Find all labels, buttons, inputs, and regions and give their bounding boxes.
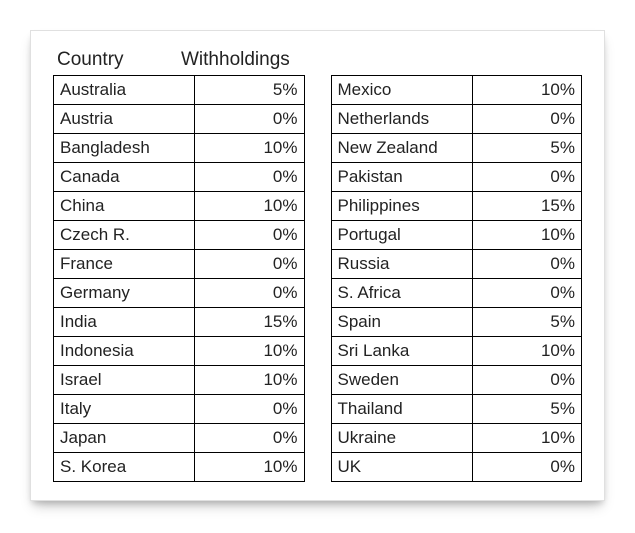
withholding-cell: 15% (472, 192, 581, 221)
withholding-cell: 0% (195, 221, 304, 250)
withholdings-card: Country Withholdings Australia5%Austria0… (30, 30, 605, 501)
table-row: UK0% (331, 453, 582, 482)
table-row: Mexico10% (331, 76, 582, 105)
country-cell: Mexico (331, 76, 472, 105)
country-cell: Bangladesh (54, 134, 195, 163)
table-row: Canada0% (54, 163, 305, 192)
withholding-cell: 10% (472, 337, 581, 366)
table-row: Germany0% (54, 279, 305, 308)
table-row: Thailand5% (331, 395, 582, 424)
withholding-cell: 0% (195, 279, 304, 308)
country-cell: Netherlands (331, 105, 472, 134)
country-cell: Austria (54, 105, 195, 134)
withholding-cell: 0% (195, 250, 304, 279)
country-cell: UK (331, 453, 472, 482)
table-row: Bangladesh10% (54, 134, 305, 163)
withholding-cell: 5% (472, 308, 581, 337)
withholding-cell: 5% (472, 134, 581, 163)
withholding-cell: 5% (195, 76, 304, 105)
table-row: India15% (54, 308, 305, 337)
table-row: Netherlands0% (331, 105, 582, 134)
table-row: Austria0% (54, 105, 305, 134)
withholding-cell: 0% (472, 250, 581, 279)
table-row: Indonesia10% (54, 337, 305, 366)
withholding-cell: 10% (472, 76, 581, 105)
country-cell: Ukraine (331, 424, 472, 453)
country-cell: Portugal (331, 221, 472, 250)
withholding-cell: 0% (195, 424, 304, 453)
withholding-cell: 10% (195, 366, 304, 395)
withholding-cell: 5% (472, 395, 581, 424)
country-cell: Germany (54, 279, 195, 308)
withholding-cell: 10% (472, 424, 581, 453)
withholding-cell: 10% (195, 192, 304, 221)
country-cell: Indonesia (54, 337, 195, 366)
withholdings-table-left: Australia5%Austria0%Bangladesh10%Canada0… (53, 75, 305, 482)
withholding-cell: 0% (472, 163, 581, 192)
table-row: Russia0% (331, 250, 582, 279)
country-cell: New Zealand (331, 134, 472, 163)
header-withholdings: Withholdings (181, 49, 290, 71)
withholding-cell: 0% (472, 366, 581, 395)
withholding-cell: 10% (195, 134, 304, 163)
table-row: Pakistan0% (331, 163, 582, 192)
country-cell: China (54, 192, 195, 221)
withholdings-table-right: Mexico10%Netherlands0%New Zealand5%Pakis… (331, 75, 583, 482)
country-cell: Sweden (331, 366, 472, 395)
table-row: Czech R.0% (54, 221, 305, 250)
table-row: Portugal10% (331, 221, 582, 250)
country-cell: Spain (331, 308, 472, 337)
country-cell: Czech R. (54, 221, 195, 250)
country-cell: Australia (54, 76, 195, 105)
withholding-cell: 10% (195, 453, 304, 482)
withholding-cell: 0% (472, 105, 581, 134)
table-row: France0% (54, 250, 305, 279)
table-row: Sweden0% (331, 366, 582, 395)
country-cell: Russia (331, 250, 472, 279)
table-row: S. Africa0% (331, 279, 582, 308)
table-row: Ukraine10% (331, 424, 582, 453)
withholding-cell: 10% (195, 337, 304, 366)
country-cell: Israel (54, 366, 195, 395)
withholding-cell: 0% (195, 395, 304, 424)
table-row: Sri Lanka10% (331, 337, 582, 366)
withholding-cell: 10% (472, 221, 581, 250)
withholding-cell: 0% (472, 279, 581, 308)
table-row: S. Korea10% (54, 453, 305, 482)
country-cell: Canada (54, 163, 195, 192)
country-cell: India (54, 308, 195, 337)
withholding-cell: 0% (195, 163, 304, 192)
withholding-cell: 0% (472, 453, 581, 482)
table-row: Italy0% (54, 395, 305, 424)
country-cell: S. Korea (54, 453, 195, 482)
country-cell: Thailand (331, 395, 472, 424)
country-cell: S. Africa (331, 279, 472, 308)
withholding-cell: 0% (195, 105, 304, 134)
header-country: Country (57, 49, 163, 71)
country-cell: Japan (54, 424, 195, 453)
country-cell: Pakistan (331, 163, 472, 192)
table-row: Australia5% (54, 76, 305, 105)
country-cell: Italy (54, 395, 195, 424)
table-row: China10% (54, 192, 305, 221)
withholding-cell: 15% (195, 308, 304, 337)
country-cell: Philippines (331, 192, 472, 221)
table-row: Israel10% (54, 366, 305, 395)
table-row: New Zealand5% (331, 134, 582, 163)
table-row: Japan0% (54, 424, 305, 453)
table-row: Spain5% (331, 308, 582, 337)
table-columns-wrap: Australia5%Austria0%Bangladesh10%Canada0… (53, 75, 582, 482)
table-row: Philippines15% (331, 192, 582, 221)
country-cell: France (54, 250, 195, 279)
table-headers: Country Withholdings (53, 49, 582, 75)
country-cell: Sri Lanka (331, 337, 472, 366)
